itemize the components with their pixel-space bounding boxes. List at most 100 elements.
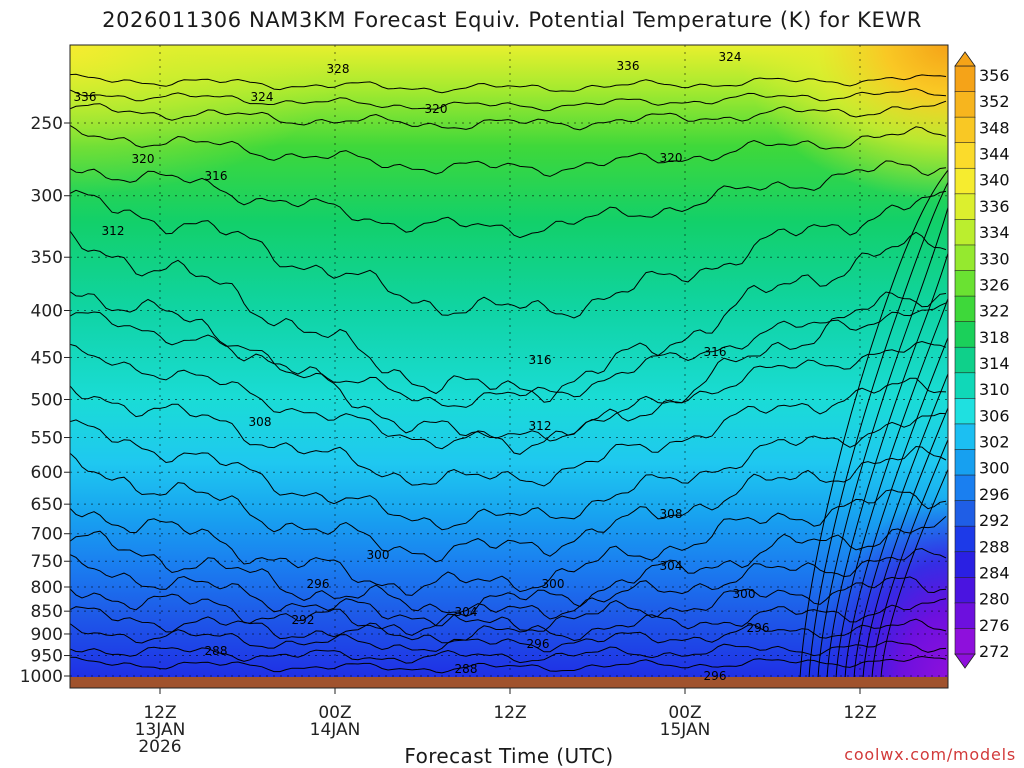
colorbar-level-label: 318	[979, 328, 1010, 347]
contour-label: 288	[455, 662, 478, 676]
contour-label: 296	[747, 621, 770, 635]
x-tick-date: 15JAN	[660, 720, 711, 740]
contour-line-lower	[70, 576, 947, 636]
x-tick-year: 2026	[138, 737, 181, 757]
contour-label: 336	[617, 59, 640, 73]
contour-label: 308	[660, 507, 683, 521]
y-tick-label: 400	[31, 301, 63, 321]
colorbar-level-label: 300	[979, 459, 1010, 478]
contour-line-right	[835, 297, 948, 678]
contour-label: 292	[292, 613, 315, 627]
colorbar-level-label: 344	[979, 145, 1010, 164]
contour-line-lower	[70, 516, 947, 617]
x-tick-hour: 12Z	[493, 703, 526, 723]
contour-label: 296	[307, 577, 330, 591]
colorbar-level-label: 292	[979, 511, 1010, 530]
colorbar-level-label: 276	[979, 616, 1010, 635]
x-tick-hour: 12Z	[843, 703, 876, 723]
colorbar-segment	[954, 525, 976, 553]
contour-line-lower	[70, 340, 947, 450]
contour-line-lower	[70, 640, 947, 664]
colorbar-segment	[954, 116, 976, 144]
plot-frame	[69, 44, 949, 689]
colorbar-level-label: 302	[979, 433, 1010, 452]
colorbar-segment	[954, 270, 976, 297]
y-tick-label: 550	[31, 429, 63, 449]
x-tick-hour: 00Z	[318, 703, 351, 723]
colorbar-level-label: 336	[979, 197, 1010, 216]
colorbar-level-label: 288	[979, 537, 1010, 556]
contour-line-right	[871, 438, 948, 678]
colorbar-segment	[954, 321, 976, 349]
colorbar-segment	[954, 398, 976, 425]
contour-label: 288	[205, 644, 228, 658]
contour-line-lower	[70, 489, 947, 596]
y-tick-label: 950	[31, 647, 63, 667]
contour-line-upper	[70, 230, 947, 403]
colorbar-level-label: 340	[979, 171, 1010, 190]
colorbar-level-label: 356	[979, 66, 1010, 85]
colorbar-level-label: 272	[979, 642, 1010, 661]
contour-line-upper	[70, 291, 947, 455]
contour-line-lower	[70, 377, 947, 487]
contour-line-right	[826, 251, 948, 678]
contour-line-lower	[70, 445, 947, 563]
colorbar-segment	[954, 219, 976, 246]
colorbar-level-label: 296	[979, 485, 1010, 504]
contour-label: 336	[74, 90, 97, 104]
contour-label: 296	[527, 637, 550, 651]
contour-line-upper	[70, 73, 947, 94]
colorbar-top-arrow	[954, 51, 976, 67]
contour-line-upper	[70, 88, 947, 112]
colorbar-segment	[954, 193, 976, 221]
contour-label: 300	[367, 548, 390, 562]
contour-label: 312	[529, 419, 552, 433]
contour-line-upper	[70, 124, 947, 177]
y-tick-label: 450	[31, 348, 63, 368]
y-tick-label: 350	[31, 248, 63, 268]
y-tick-label: 250	[31, 114, 63, 134]
field-warm-top	[600, 45, 948, 305]
contour-label: 324	[251, 90, 274, 104]
x-axis-title: Forecast Time (UTC)	[404, 744, 614, 768]
contour-line-right	[853, 372, 948, 678]
ground-strip	[70, 677, 948, 688]
y-axis: 250 300 350 400 450 500 550 600 650 700 750 800 850 9…	[20, 114, 70, 687]
field-warm-topleft	[70, 45, 350, 195]
colorbar-segment	[954, 346, 976, 374]
plot-area	[70, 45, 948, 678]
y-tick-label: 600	[31, 463, 63, 483]
contour-line-right	[817, 205, 948, 678]
contour-label: 316	[704, 345, 727, 359]
contour-label: 300	[733, 587, 756, 601]
y-tick-label: 850	[31, 602, 63, 622]
y-tick-label: 750	[31, 552, 63, 572]
colorbar-level-label: 280	[979, 590, 1010, 609]
contour-label: 300	[542, 577, 565, 591]
colorbar-segment	[954, 602, 976, 630]
contour-label: 316	[205, 169, 228, 183]
y-tick-label: 800	[31, 578, 63, 598]
colorbar-level-label: 306	[979, 406, 1010, 425]
y-tick-label: 500	[31, 391, 63, 411]
colorbar-level-label: 314	[979, 354, 1010, 373]
colorbar-segment	[954, 372, 976, 400]
contour-label: 320	[425, 102, 448, 116]
contour-line-lower	[70, 547, 947, 627]
contour-label: 316	[529, 353, 552, 367]
colorbar-segment	[954, 474, 976, 502]
colorbar-level-label: 284	[979, 563, 1010, 582]
contour-labels: 336 324 328 336 324 320 320 320 316 312 316 316 308 3…	[74, 50, 770, 683]
y-tick-label: 1000	[20, 667, 63, 687]
colorbar: 356 352 348 344 340 336 334 330 326 322 318 314 310 3…	[954, 51, 1010, 669]
contour-line-lower	[70, 655, 947, 674]
contour-label: 320	[132, 152, 155, 166]
colorbar-segment	[954, 449, 976, 476]
x-tick-hour: 12Z	[143, 703, 176, 723]
contour-line-right	[844, 336, 948, 678]
colorbar-level-label: 310	[979, 380, 1010, 399]
contour-label: 324	[719, 50, 742, 64]
contour-line-right	[862, 406, 948, 678]
colorbar-bottom-arrow	[954, 653, 976, 669]
